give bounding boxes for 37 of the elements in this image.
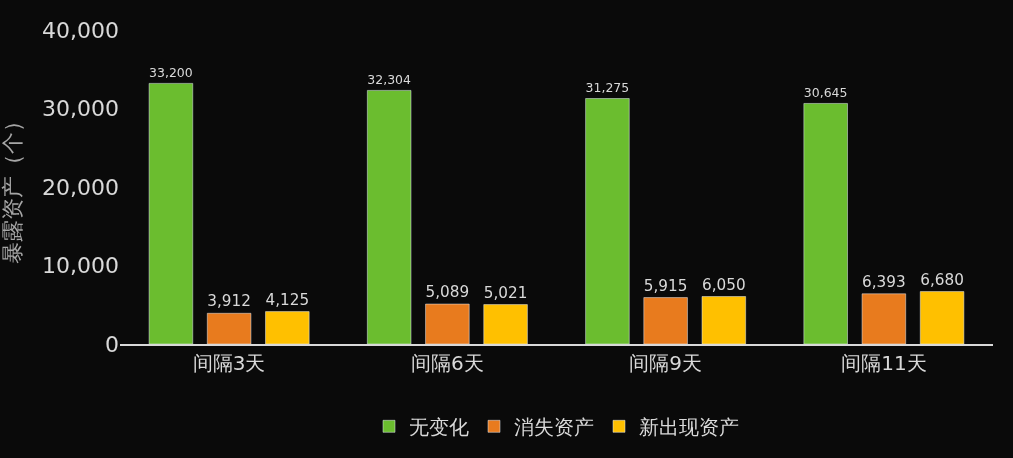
bar [265, 311, 310, 344]
y-axis-title: 暴露资产（个） [0, 110, 25, 264]
bar [367, 90, 412, 344]
legend-label: 消失资产 [514, 415, 594, 440]
data-label: 5,915 [643, 276, 688, 295]
data-label: 6,393 [862, 273, 906, 291]
data-label: 30,645 [803, 85, 848, 101]
x-tick-label: 间隔9天 [629, 350, 702, 375]
x-tick-label: 间隔3天 [192, 350, 266, 375]
bar [803, 103, 848, 344]
y-tick-label: 30,000 [42, 96, 119, 122]
data-label: 32,304 [367, 72, 412, 88]
y-tick-label: 20,000 [42, 174, 119, 200]
bar [483, 304, 528, 344]
legend-label: 新出现资产 [639, 415, 739, 440]
data-label: 5,021 [483, 283, 528, 302]
bar [920, 291, 965, 344]
y-tick-label: 10,000 [42, 253, 119, 279]
data-label: 4,125 [265, 290, 310, 309]
bar [701, 296, 746, 344]
legend-label: 无变化 [409, 415, 469, 440]
bar [207, 313, 252, 344]
data-label: 6,050 [702, 275, 746, 294]
bar [861, 293, 906, 344]
y-tick-label: 40,000 [42, 17, 119, 43]
data-label: 33,200 [149, 65, 193, 81]
bar [643, 297, 688, 344]
bar [425, 303, 470, 344]
x-tick-label: 间隔11天 [841, 350, 927, 375]
data-label: 6,680 [920, 270, 964, 289]
bar [148, 83, 193, 344]
data-label: 5,089 [425, 283, 470, 302]
y-tick-label: 0 [105, 331, 119, 357]
data-label: 3,912 [207, 292, 251, 311]
x-tick-label: 间隔6天 [411, 350, 484, 375]
bar [585, 98, 630, 344]
data-label: 31,275 [585, 80, 630, 96]
